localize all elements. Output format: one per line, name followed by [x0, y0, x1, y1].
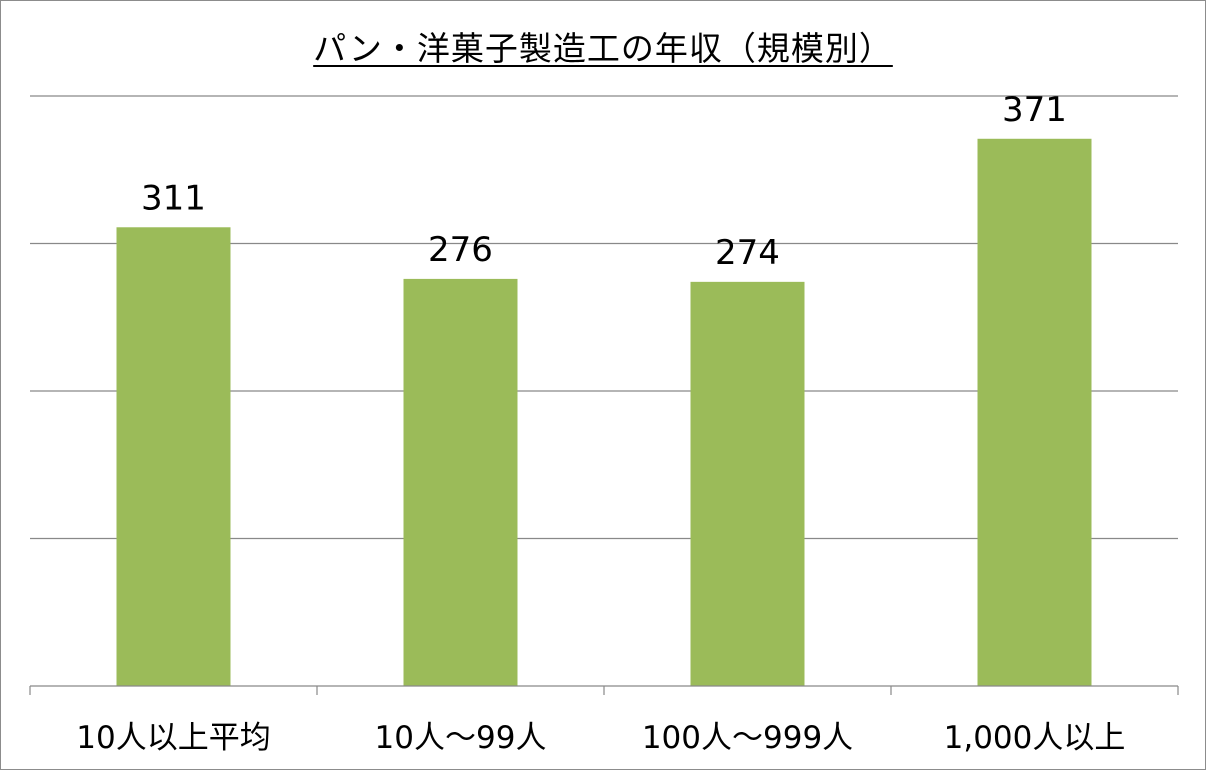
data-label: 371	[1002, 90, 1067, 130]
category-label: 100人～999人	[642, 720, 853, 756]
bar	[690, 281, 805, 686]
bar	[116, 227, 231, 686]
bars	[116, 138, 1092, 686]
category-labels: 10人以上平均 10人～99人 100人～999人 1,000人以上	[76, 720, 1125, 756]
category-label: 1,000人以上	[944, 720, 1126, 756]
data-label: 274	[715, 233, 780, 273]
chart-title: パン・洋菓子製造工の年収（規模別）	[313, 29, 893, 68]
data-label: 311	[141, 178, 206, 218]
x-axis	[29, 685, 1179, 695]
data-label: 276	[428, 230, 493, 270]
bar	[403, 278, 518, 686]
category-label: 10人以上平均	[76, 720, 270, 756]
category-label: 10人～99人	[375, 720, 547, 756]
bar	[977, 138, 1092, 686]
data-labels: 311 276 274 371	[141, 90, 1067, 273]
